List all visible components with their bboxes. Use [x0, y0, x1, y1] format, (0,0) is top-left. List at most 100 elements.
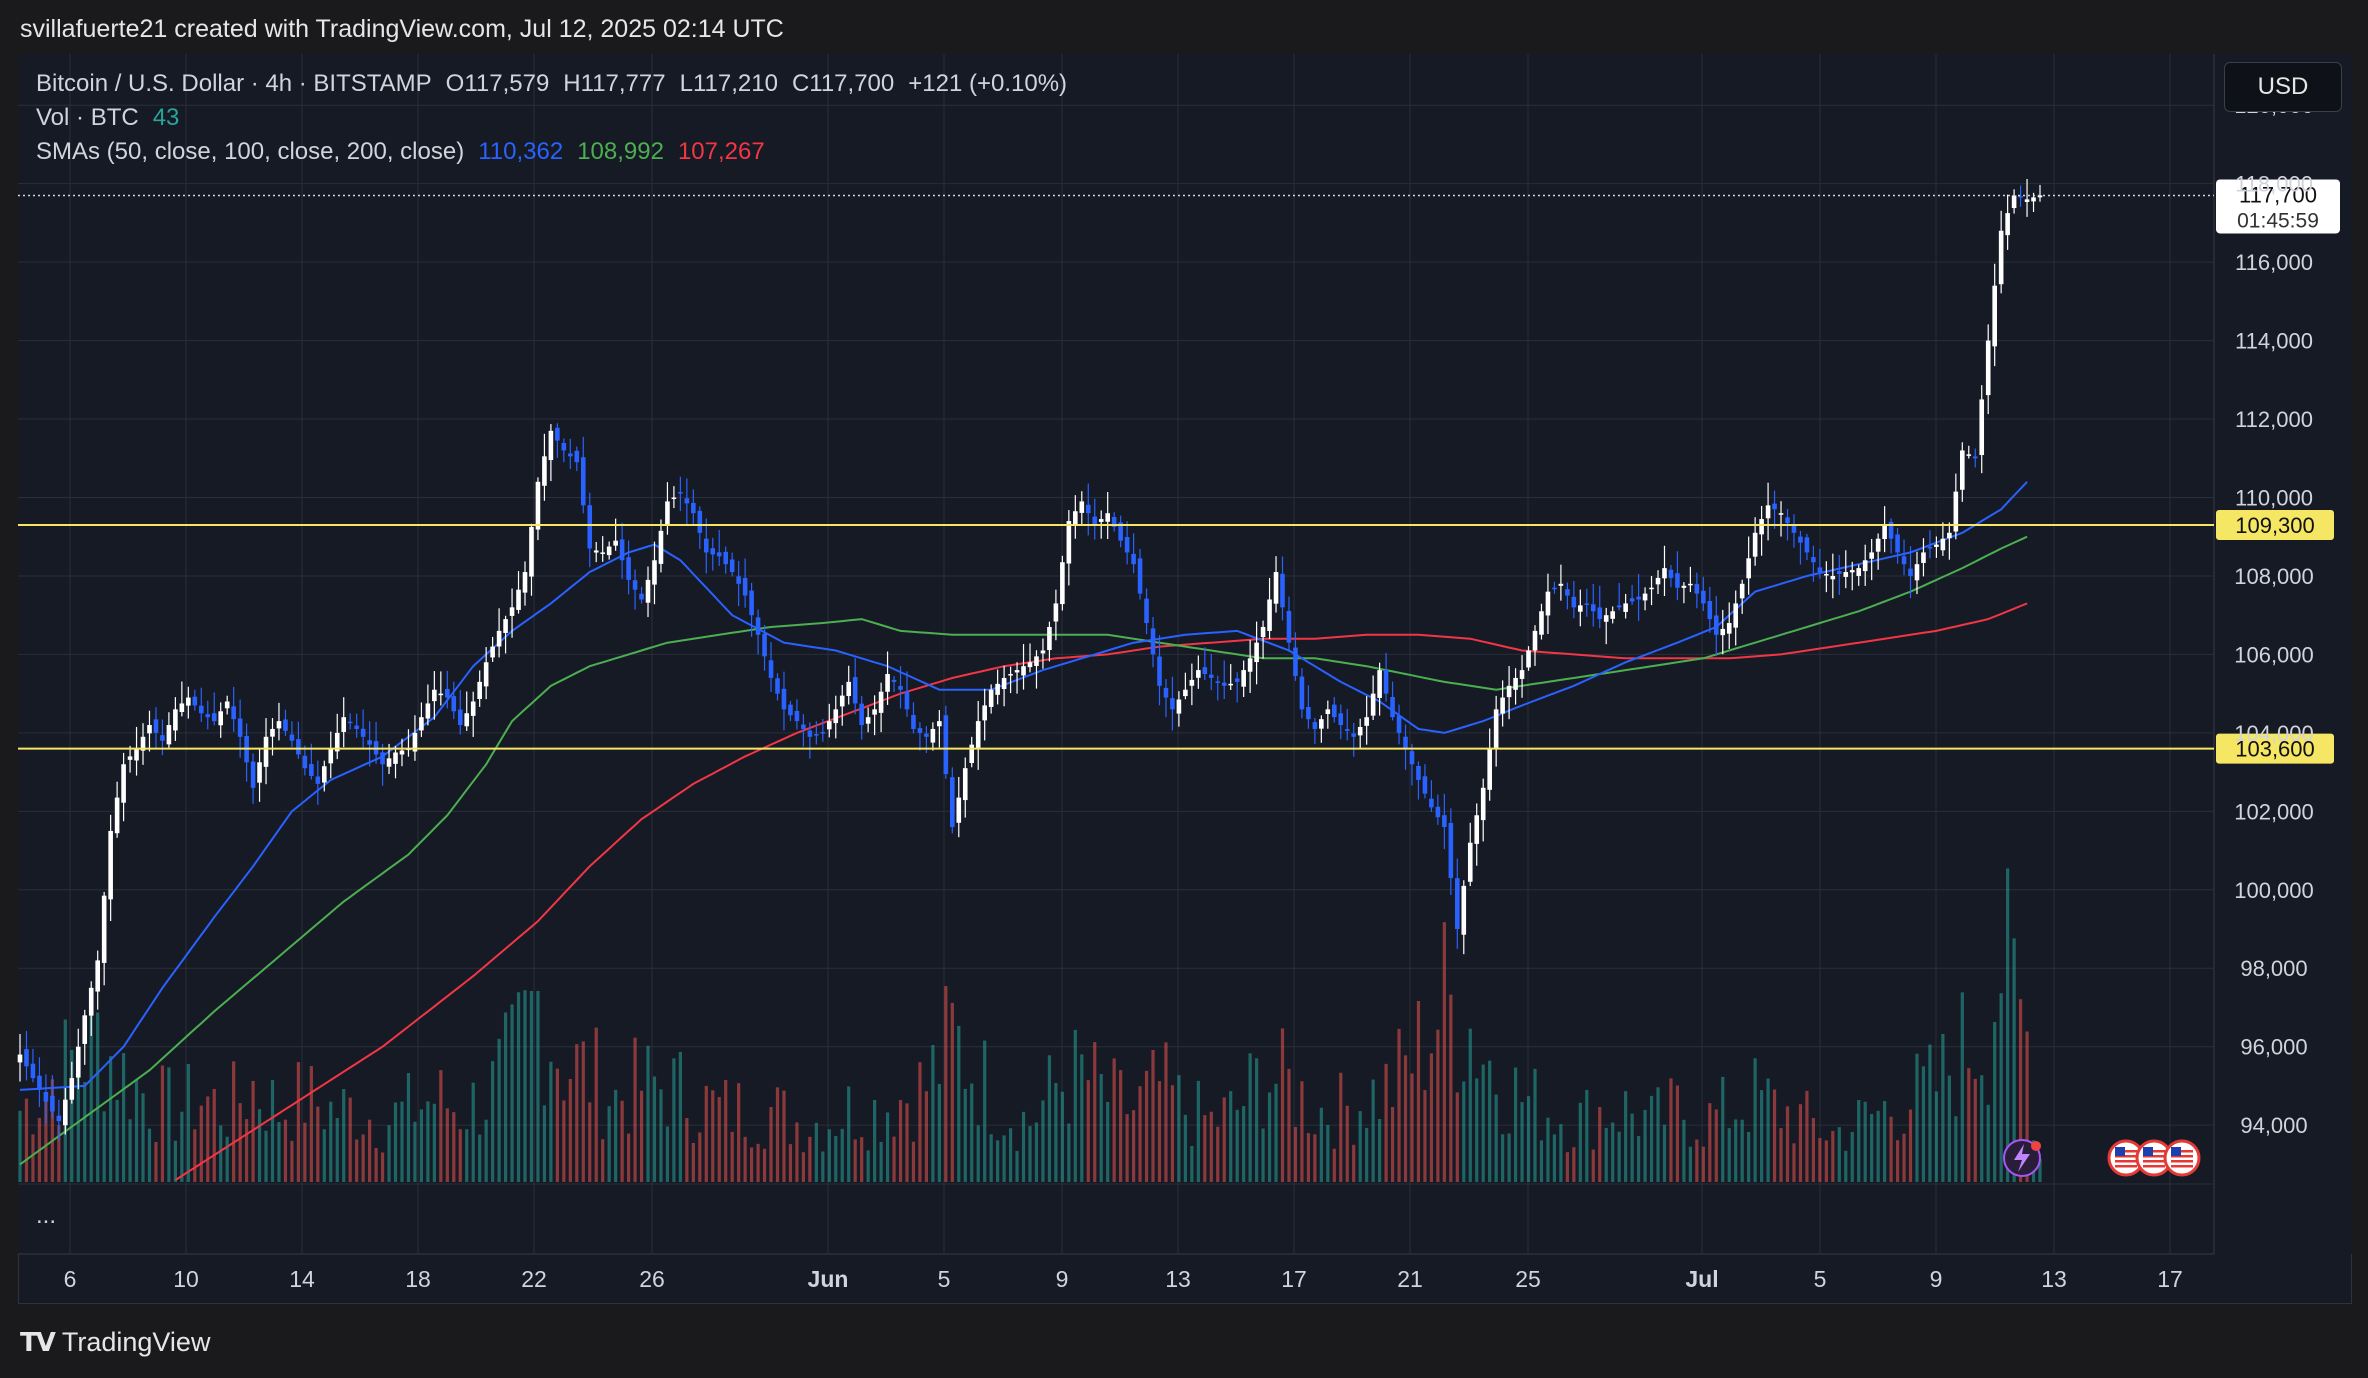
candle-body — [250, 761, 256, 788]
volume-bar — [173, 1140, 177, 1182]
volume-bar — [18, 1110, 22, 1182]
candle-body — [82, 1015, 88, 1044]
volume-bar — [1565, 1152, 1569, 1182]
candle-body — [1895, 534, 1900, 553]
candle-body — [386, 758, 392, 767]
volume-bar — [1378, 1119, 1382, 1182]
candle-body — [1759, 519, 1764, 535]
candle-body — [917, 728, 923, 733]
candle-body — [1953, 491, 1959, 532]
candle-body — [1888, 521, 1894, 539]
volume-bar — [1138, 1086, 1142, 1182]
candle-body — [1545, 591, 1551, 616]
currency-selector[interactable]: USD — [2224, 62, 2342, 112]
candle-body — [1947, 532, 1952, 539]
candle-body — [950, 777, 955, 828]
candle-body — [1778, 513, 1784, 515]
volume-bar — [1041, 1100, 1045, 1182]
candle-body — [503, 619, 508, 633]
candle-body — [1597, 607, 1603, 620]
candle-body — [995, 683, 1000, 695]
candle-body — [1914, 564, 1920, 581]
last-price-label: 117,700 — [2239, 182, 2317, 207]
candle-body — [380, 752, 385, 765]
candle-body — [1105, 513, 1110, 522]
legend-sma[interactable]: SMAs (50, close, 100, close, 200, close)… — [36, 138, 779, 166]
volume-bar — [1216, 1126, 1220, 1182]
candle-body — [237, 718, 243, 737]
candle-body — [535, 481, 541, 530]
volume-bar — [1507, 1133, 1511, 1182]
legend-high: H117,777 — [563, 70, 666, 97]
volume-bar — [1365, 1127, 1369, 1182]
volume-bar — [730, 1131, 734, 1182]
volume-bar — [1144, 1070, 1149, 1182]
candle-body — [315, 776, 321, 784]
candle-body — [2011, 195, 2017, 209]
volume-bar — [1947, 1075, 1951, 1182]
candle-body — [1506, 685, 1512, 698]
volume-bar — [639, 1090, 644, 1182]
candle-body — [1137, 558, 1143, 594]
volume-bar — [452, 1112, 456, 1182]
legend-volume[interactable]: Vol · BTC 43 — [36, 104, 193, 132]
candle-body — [852, 677, 858, 704]
volume-bar — [1384, 1063, 1388, 1182]
volume-bar — [264, 1130, 268, 1182]
level-price-label: 103,600 — [2235, 737, 2315, 762]
candle-body — [943, 715, 949, 775]
volume-bar — [76, 1068, 80, 1182]
candle-body — [1047, 626, 1052, 651]
x-tick-label: 22 — [521, 1266, 547, 1292]
volume-bar — [633, 1037, 637, 1182]
candle-body — [1603, 615, 1609, 622]
candle-body — [1875, 538, 1881, 552]
volume-bar — [834, 1136, 838, 1182]
candle-body — [768, 660, 774, 678]
level-price-label: 109,300 — [2235, 513, 2315, 538]
x-tick-label: 5 — [938, 1266, 951, 1292]
volume-bar — [1242, 1106, 1246, 1182]
candle-body — [1921, 552, 1926, 563]
more-options[interactable]: ... — [36, 1202, 57, 1229]
volume-bar — [898, 1100, 903, 1182]
sma-label: SMAs (50, close, 100, close, 200, close) — [36, 138, 465, 165]
candle-body — [1370, 693, 1376, 716]
candle-body — [37, 1075, 42, 1090]
volume-bar — [1086, 1080, 1090, 1182]
volume-bar — [251, 1080, 255, 1182]
candle-body — [781, 688, 787, 710]
volume-bar — [1915, 1053, 1919, 1182]
x-tick-label: 17 — [1281, 1266, 1307, 1292]
candle-body — [1739, 583, 1745, 599]
candle-body — [367, 740, 372, 745]
candle-body — [457, 709, 463, 726]
candle-body — [885, 674, 890, 692]
flag-stripe — [2171, 1155, 2193, 1158]
volume-bar — [1209, 1111, 1213, 1182]
volume-bar — [1863, 1101, 1867, 1182]
candle-body — [1992, 285, 1997, 347]
candle-body — [684, 498, 690, 504]
candle-body — [1377, 670, 1382, 698]
candle-body — [1111, 516, 1117, 527]
volume-bar — [380, 1152, 385, 1182]
volume-bar — [225, 1136, 229, 1182]
volume-bar — [555, 1068, 559, 1182]
candle-body — [231, 706, 236, 720]
flag-stripe — [2171, 1150, 2193, 1153]
volume-bar — [232, 1061, 236, 1182]
candle-body — [412, 732, 418, 752]
candle-body — [192, 696, 198, 706]
candle-body — [1331, 704, 1337, 718]
candle-body — [723, 551, 729, 565]
price-axis-background — [2214, 54, 2352, 1254]
candle-body — [1416, 765, 1421, 780]
volume-bar — [1067, 1123, 1071, 1182]
tradingview-brand[interactable]: TV TradingView — [20, 1327, 210, 1358]
footer-bar — [0, 1310, 2368, 1378]
volume-bar — [1332, 1148, 1336, 1182]
volume-bar — [536, 990, 540, 1182]
candle-body — [542, 456, 547, 486]
